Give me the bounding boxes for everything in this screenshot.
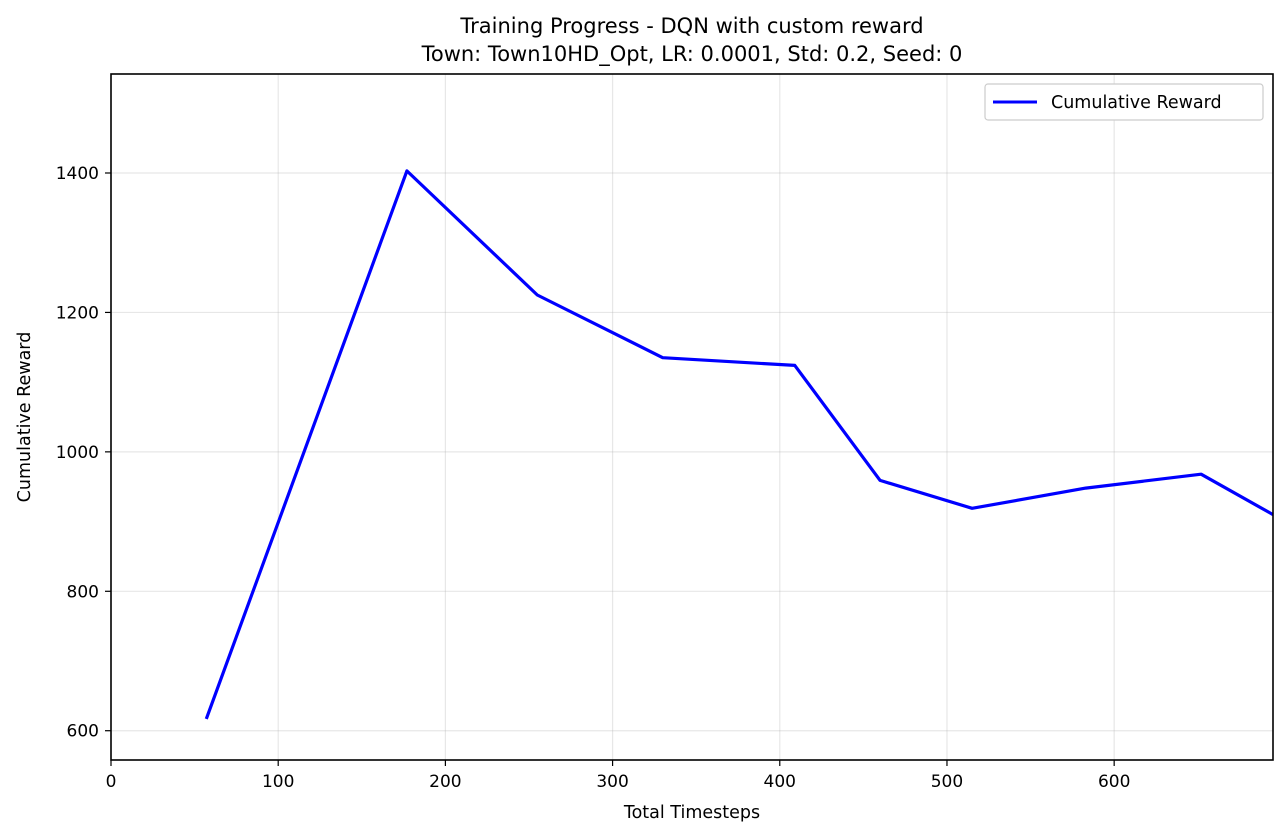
x-tick-label: 200 [429, 772, 461, 792]
x-tick-label: 500 [931, 772, 963, 792]
legend: Cumulative Reward [984, 83, 1264, 121]
y-tick-label: 600 [67, 722, 99, 742]
grid-lines [110, 74, 1273, 760]
x-tick-label: 0 [106, 772, 117, 792]
y-axis-ticks: 600 800 1000 1200 1400 [56, 164, 111, 742]
x-axis-label: Total Timesteps [623, 803, 760, 823]
x-tick-label: 400 [764, 772, 796, 792]
legend-label: Cumulative Reward [1051, 93, 1222, 113]
x-axis-ticks: 0 100 200 300 400 500 600 [106, 760, 1130, 792]
series-layer [204, 169, 1274, 720]
y-tick-label: 1000 [56, 443, 99, 463]
y-tick-label: 1400 [56, 164, 99, 184]
y-axis-label: Cumulative Reward [15, 332, 35, 503]
y-tick-label: 1200 [56, 303, 99, 323]
x-tick-label: 300 [596, 772, 628, 792]
x-tick-label: 600 [1098, 772, 1130, 792]
x-tick-label: 100 [262, 772, 294, 792]
series-line [204, 169, 1274, 720]
chart-title: Training Progress - DQN with custom rewa… [459, 14, 923, 38]
legend-box [984, 83, 1264, 121]
chart-subtitle: Town: Town10HD_Opt, LR: 0.0001, Std: 0.2… [421, 42, 963, 67]
plot-frame [110, 73, 1274, 761]
y-tick-label: 800 [67, 582, 99, 602]
